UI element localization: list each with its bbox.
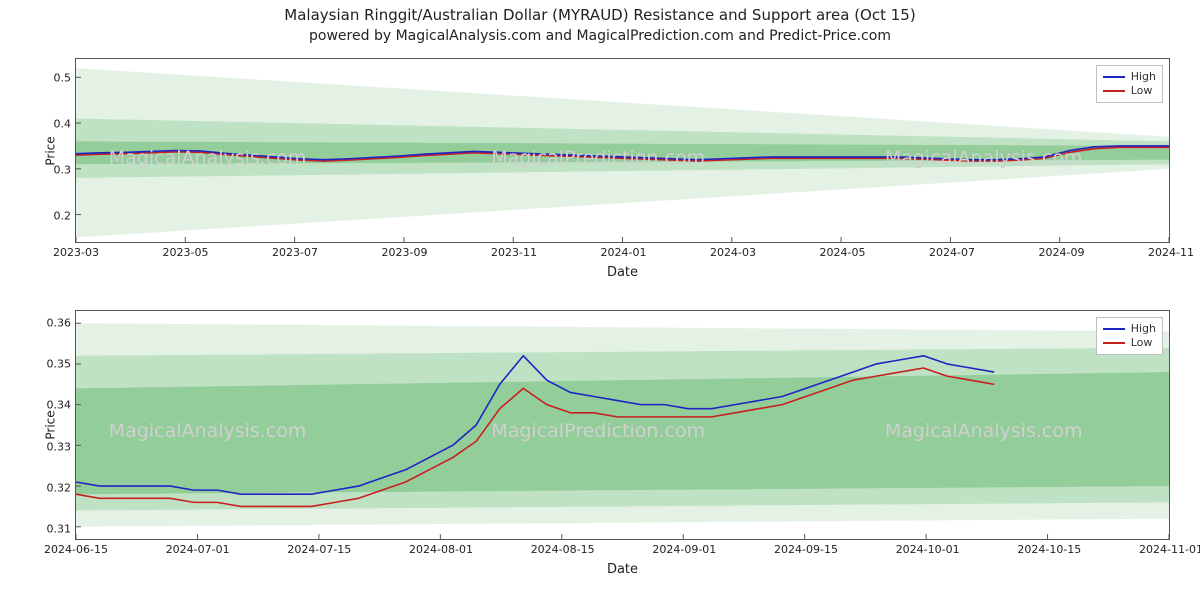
x-tick-label: 2024-09-01 xyxy=(652,543,716,556)
bottom-chart-svg xyxy=(76,311,1169,539)
chart-subtitle: powered by MagicalAnalysis.com and Magic… xyxy=(0,28,1200,44)
legend-item-low: Low xyxy=(1103,84,1156,98)
legend-label: High xyxy=(1131,322,1156,336)
x-tick-label: 2023-09 xyxy=(382,246,428,259)
x-tick-label: 2023-07 xyxy=(272,246,318,259)
legend: High Low xyxy=(1096,65,1163,103)
legend-swatch-low xyxy=(1103,342,1125,344)
y-tick-label: 0.36 xyxy=(31,317,71,330)
x-tick-label: 2024-07-15 xyxy=(287,543,351,556)
legend-item-low: Low xyxy=(1103,336,1156,350)
x-ticks: 2024-06-152024-07-012024-07-152024-08-01… xyxy=(76,543,1169,557)
x-tick-label: 2024-09-15 xyxy=(774,543,838,556)
y-tick-label: 0.35 xyxy=(31,358,71,371)
x-tick-label: 2023-05 xyxy=(163,246,209,259)
legend-swatch-low xyxy=(1103,90,1125,92)
y-tick-label: 0.5 xyxy=(31,71,71,84)
y-tick-label: 0.31 xyxy=(31,522,71,535)
y-ticks: 0.31 0.32 0.33 0.34 0.35 0.36 xyxy=(31,311,71,539)
x-tick-label: 2024-11-01 xyxy=(1139,543,1200,556)
x-axis-label: Date xyxy=(76,265,1169,280)
x-tick-label: 2024-03 xyxy=(710,246,756,259)
x-tick-label: 2024-01 xyxy=(601,246,647,259)
x-tick-label: 2024-07-01 xyxy=(166,543,230,556)
y-tick-label: 0.32 xyxy=(31,481,71,494)
x-ticks: 2023-032023-052023-072023-092023-112024-… xyxy=(76,246,1169,260)
legend: High Low xyxy=(1096,317,1163,355)
y-tick-label: 0.33 xyxy=(31,440,71,453)
x-tick-label: 2024-08-01 xyxy=(409,543,473,556)
legend-swatch-high xyxy=(1103,328,1125,330)
legend-item-high: High xyxy=(1103,322,1156,336)
legend-label: Low xyxy=(1131,84,1153,98)
legend-swatch-high xyxy=(1103,76,1125,78)
y-ticks: 0.2 0.3 0.4 0.5 xyxy=(31,59,71,242)
legend-item-high: High xyxy=(1103,70,1156,84)
bottom-chart-panel: MagicalAnalysis.com MagicalPrediction.co… xyxy=(75,310,1170,540)
x-tick-label: 2024-06-15 xyxy=(44,543,108,556)
x-tick-label: 2024-07 xyxy=(929,246,975,259)
y-tick-label: 0.3 xyxy=(31,164,71,177)
y-tick-label: 0.4 xyxy=(31,117,71,130)
x-tick-label: 2024-08-15 xyxy=(531,543,595,556)
top-chart-svg xyxy=(76,59,1169,242)
legend-label: High xyxy=(1131,70,1156,84)
y-tick-label: 0.34 xyxy=(31,399,71,412)
legend-label: Low xyxy=(1131,336,1153,350)
chart-page: Malaysian Ringgit/Australian Dollar (MYR… xyxy=(0,0,1200,600)
chart-title: Malaysian Ringgit/Australian Dollar (MYR… xyxy=(0,6,1200,24)
x-tick-label: 2024-05 xyxy=(820,246,866,259)
x-tick-label: 2024-10-15 xyxy=(1017,543,1081,556)
x-tick-label: 2023-03 xyxy=(53,246,99,259)
x-axis-label: Date xyxy=(76,562,1169,577)
x-tick-label: 2024-09 xyxy=(1039,246,1085,259)
x-tick-label: 2023-11 xyxy=(491,246,537,259)
top-chart-panel: MagicalAnalysis.com MagicalPrediction.co… xyxy=(75,58,1170,243)
y-tick-label: 0.2 xyxy=(31,210,71,223)
x-tick-label: 2024-10-01 xyxy=(896,543,960,556)
x-tick-label: 2024-11 xyxy=(1148,246,1194,259)
